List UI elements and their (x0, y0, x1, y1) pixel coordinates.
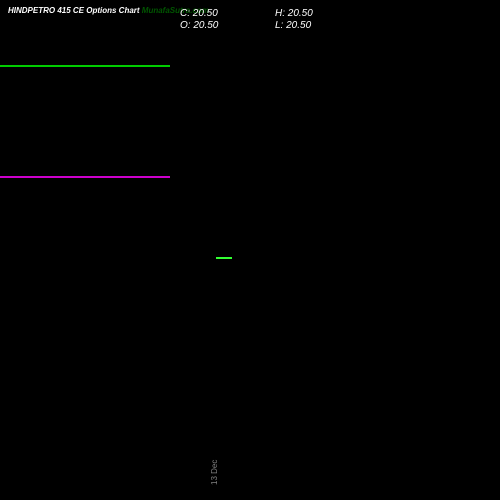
upper-ma-line (0, 65, 170, 67)
ohlc-high: H: 20.50 (275, 8, 313, 19)
close-label: C: (180, 8, 190, 19)
low-value: 20.50 (286, 20, 311, 31)
open-value: 20.50 (193, 20, 218, 31)
close-value: 20.50 (193, 8, 218, 19)
ohlc-close: C: 20.50 (180, 8, 218, 19)
x-label: 13 Dec (210, 460, 219, 485)
ohlc-low: L: 20.50 (275, 20, 311, 31)
low-label: L: (275, 20, 283, 31)
open-label: O: (180, 20, 191, 31)
title-main: HINDPETRO 415 CE Options Chart (8, 6, 142, 15)
lower-ma-line (0, 176, 170, 178)
ohlc-open: O: 20.50 (180, 20, 218, 31)
candle (216, 257, 232, 259)
chart-title: HINDPETRO 415 CE Options Chart MunafaSut… (8, 6, 209, 15)
high-label: H: (275, 8, 285, 19)
high-value: 20.50 (288, 8, 313, 19)
